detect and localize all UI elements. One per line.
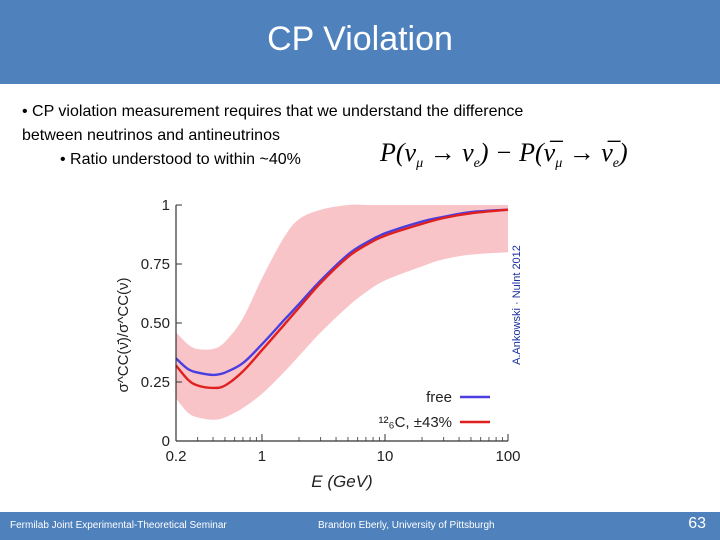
title-bar — [0, 0, 720, 84]
y-tick-label-0.50: 0.50 — [141, 315, 170, 332]
legend-carbon-label: ¹²₆C, ±43% — [379, 414, 452, 431]
footer-event: Fermilab Joint Experimental-Theoretical … — [10, 520, 227, 531]
carbon-curve — [175, 208, 509, 390]
probability-formula: P(νμ → νe) − P(ν̅μ → ν̅e) — [380, 138, 628, 172]
slide-title: CP Violation — [267, 20, 453, 58]
free-curve — [175, 208, 509, 377]
legend-free-label: free — [426, 389, 452, 406]
page-number: 63 — [688, 515, 706, 532]
credit-label: A.Ankowski · Nulnt 2012 — [511, 245, 523, 365]
y-tick-label-0.25: 0.25 — [141, 374, 170, 391]
sub-bullet: • Ratio understood to within ~40% — [60, 151, 301, 168]
footer-bar — [0, 512, 720, 540]
y-tick-label-1: 1 — [162, 197, 170, 214]
bullet-line-2: between neutrinos and antineutrinos — [22, 127, 280, 144]
cross-section-ratio-chart: 0 0.25 0.50 0.75 1 0.2 1 10 100 σ^CC(ν̄)/σ^CC(ν)… — [115, 197, 523, 491]
y-tick-label-0: 0 — [162, 433, 170, 450]
uncertainty-band — [176, 204, 508, 420]
bullet-line-1: • CP violation measurement requires that… — [22, 103, 524, 120]
x-axis-label: E (GeV) — [311, 472, 372, 491]
footer-presenter: Brandon Eberly, University of Pittsburgh — [318, 520, 495, 531]
plot-layer: 0 0.25 0.50 0.75 1 0.2 1 10 100 — [141, 197, 521, 465]
x-tick-label-0.2: 0.2 — [166, 448, 187, 465]
x-tick-label-1: 1 — [258, 448, 266, 465]
x-tick-label-10: 10 — [377, 448, 394, 465]
x-tick-label-100: 100 — [495, 448, 520, 465]
y-axis-label: σ^CC(ν̄)/σ^CC(ν) — [115, 277, 132, 392]
y-tick-label-0.75: 0.75 — [141, 256, 170, 273]
